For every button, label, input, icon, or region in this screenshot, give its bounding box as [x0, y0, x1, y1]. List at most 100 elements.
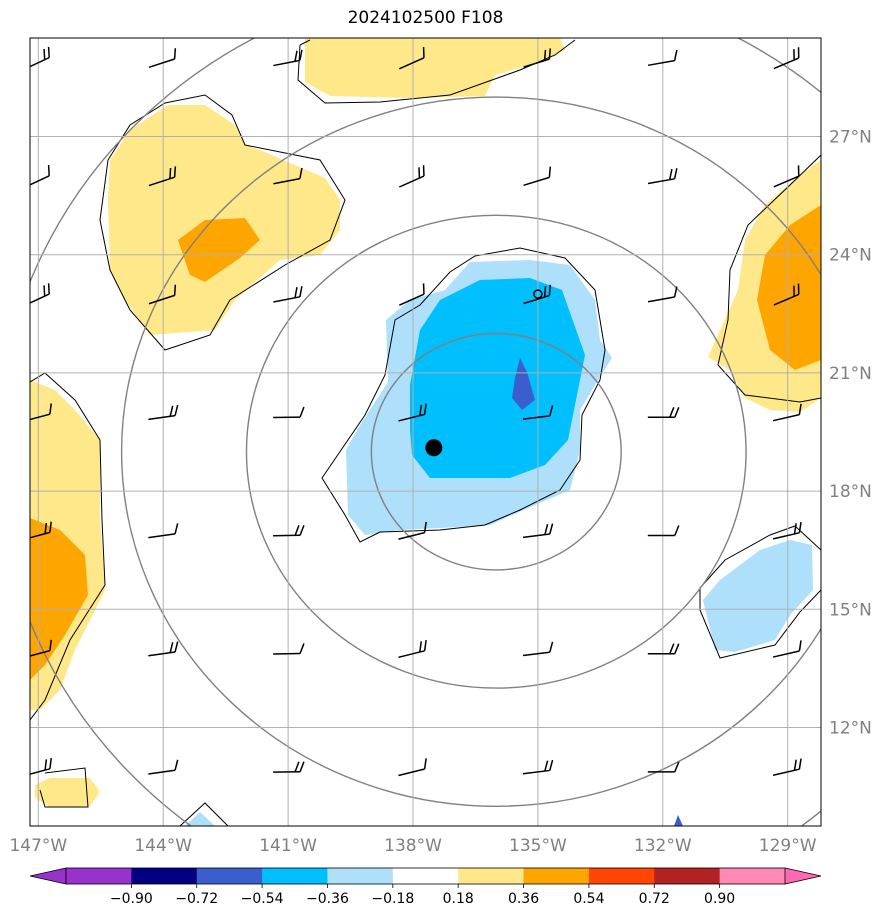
wind-barb — [273, 761, 305, 773]
longitude-tick-label: 138°W — [384, 836, 442, 856]
wind-barb — [148, 523, 179, 539]
wind-barb — [30, 758, 52, 777]
wind-barb — [647, 407, 680, 419]
wind-barb — [398, 758, 427, 777]
wind-barb — [30, 521, 52, 541]
range-ring — [245, 214, 747, 689]
colorbar-segment — [523, 868, 590, 884]
longitude-tick-label: 129°W — [759, 836, 817, 856]
wind-barb — [30, 639, 52, 659]
wind-barb — [273, 286, 303, 303]
wind-barb — [148, 284, 177, 305]
wind-barb — [772, 403, 802, 422]
wind-barb — [647, 525, 680, 537]
wind-barb — [647, 168, 678, 185]
wind-barb — [273, 167, 303, 185]
wind-barb — [399, 47, 425, 70]
strong-positive-region — [757, 205, 821, 370]
longitude-tick-label: 144°W — [134, 836, 192, 856]
colorbar-tick-label: −0.18 — [371, 891, 414, 907]
wind-barb — [772, 522, 802, 540]
latitude-tick-label: 15°N — [829, 600, 872, 620]
wind-barb — [30, 46, 50, 70]
colorbar-segment — [131, 868, 198, 884]
longitude-tick-label: 141°W — [259, 836, 317, 856]
wind-barb — [148, 166, 177, 187]
wind-barb — [647, 643, 680, 655]
wind-barb — [398, 521, 427, 540]
wind-barb — [773, 47, 800, 70]
wind-barb — [647, 49, 678, 67]
positive-region — [35, 778, 100, 807]
wind-barb — [522, 759, 554, 775]
wind-barb — [148, 48, 177, 69]
positive-region — [305, 38, 565, 98]
colorbar-segment — [327, 868, 394, 884]
colorbar-segment — [392, 868, 459, 884]
wind-barb — [30, 165, 50, 188]
latitude-tick-label: 21°N — [829, 364, 872, 384]
colorbar-segment — [196, 868, 263, 884]
wind-barb — [273, 643, 305, 655]
wind-barb — [647, 286, 678, 303]
colorbar-tick-label: 0.18 — [443, 891, 474, 907]
latitude-tick-label: 24°N — [829, 246, 872, 266]
colorbar-segment — [262, 868, 328, 884]
colorbar-tick-label: 0.90 — [704, 891, 735, 907]
wind-barb — [523, 166, 552, 187]
colorbar-segment — [719, 868, 786, 884]
wind-barb — [772, 758, 802, 777]
wind-barb — [148, 404, 179, 421]
longitude-tick-label: 132°W — [634, 836, 692, 856]
wind-barb — [398, 640, 427, 659]
range-ring — [370, 332, 622, 571]
wind-barb — [773, 165, 800, 188]
longitude-tick-label: 147°W — [9, 836, 67, 856]
wind-barb — [30, 403, 52, 422]
strong-negative-region — [512, 358, 535, 410]
negative-region — [703, 540, 813, 652]
colorbar-segment — [588, 868, 655, 884]
colorbar-tick-label: 0.54 — [573, 891, 604, 907]
wind-barb — [273, 406, 305, 419]
colorbar-tick-label: −0.54 — [241, 891, 284, 907]
wind-barb — [148, 641, 179, 657]
colorbar-segment — [654, 868, 721, 884]
colorbar-tick-label: 0.36 — [508, 891, 539, 907]
latitude-tick-label: 27°N — [829, 128, 872, 148]
strong-positive-region — [178, 218, 260, 282]
wind-barb — [523, 284, 552, 305]
wind-barb — [522, 523, 554, 539]
wind-barb — [773, 283, 800, 306]
wind-barbs — [30, 46, 802, 777]
strong-positive-region — [30, 518, 88, 680]
wind-barb — [398, 403, 427, 422]
map-frame — [29, 37, 822, 827]
wind-barb — [522, 641, 554, 657]
wind-barb — [522, 405, 554, 420]
wind-barb — [273, 49, 303, 67]
colorbar-tick-label: −0.90 — [110, 891, 153, 907]
colorbar-tick-label: −0.36 — [306, 891, 349, 907]
strong-negative-region — [674, 815, 683, 826]
plot-title: 2024102500 F108 — [347, 8, 504, 28]
colorbar-segment — [66, 868, 132, 884]
longitude-tick-label: 135°W — [509, 836, 567, 856]
strong-negative-region — [410, 278, 585, 478]
colorbar-extend-low — [29, 867, 67, 885]
gridlines — [30, 38, 821, 826]
wind-barb — [399, 283, 425, 306]
wind-barb — [647, 761, 680, 773]
wind-barb — [30, 283, 50, 307]
storm-center-marker — [425, 439, 443, 457]
wind-barb — [148, 759, 179, 775]
colorbar-segment — [458, 868, 525, 884]
colorbar: −0.90 −0.72 −0.54 −0.36 −0.18 0.18 0.36 0.54 0.7… — [29, 867, 822, 907]
latitude-tick-label: 18°N — [829, 482, 872, 502]
colorbar-tick-label: −0.72 — [175, 891, 218, 907]
colorbar-tick-label: 0.72 — [639, 891, 670, 907]
secondary-position-marker — [533, 289, 543, 299]
wind-barb — [399, 165, 425, 188]
